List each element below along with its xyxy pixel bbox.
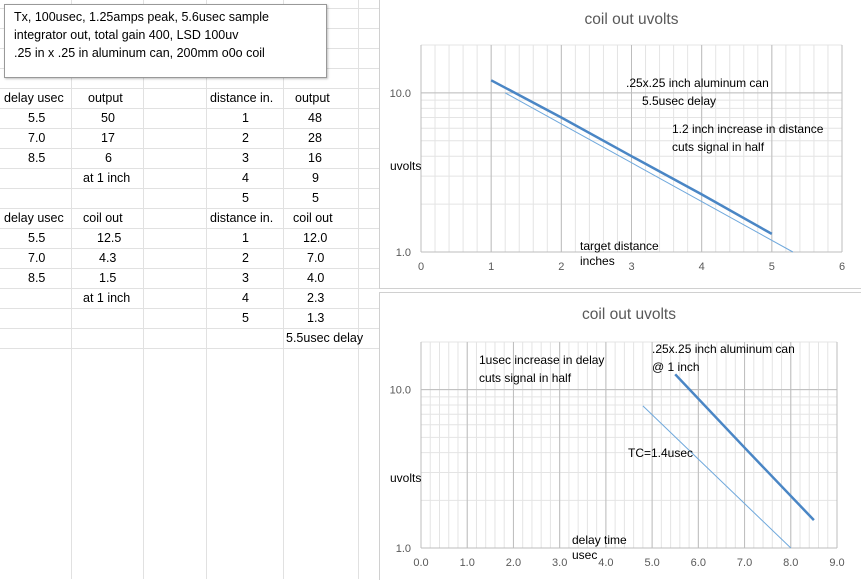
x-tick-label: 8.0 (783, 557, 798, 569)
annotation-text: .25x.25 inch aluminum can 5.5usec delay (626, 76, 769, 108)
cell-output[interactable]: 6 (105, 151, 112, 165)
header-coil-out[interactable]: coil out (83, 211, 123, 225)
x-axis-label: delay time usec (572, 533, 627, 562)
x-axis-label: target distance inches (580, 239, 659, 268)
annotation-text: 1usec increase in delay cuts signal in ha… (479, 353, 604, 385)
cell-distance[interactable]: 3 (242, 151, 249, 165)
cell-distance[interactable]: 5 (242, 311, 249, 325)
cell-coil-out[interactable]: 4.3 (99, 251, 117, 265)
cell-footnote[interactable]: at 1 inch (83, 171, 131, 185)
cell-output[interactable]: 48 (308, 111, 322, 125)
text-note-box[interactable]: Tx, 100usec, 1.25amps peak, 5.6usec samp… (4, 4, 327, 78)
x-tick-label: 2.0 (506, 557, 521, 569)
cell-distance[interactable]: 2 (242, 131, 249, 145)
x-tick-label: 9.0 (829, 557, 844, 569)
x-tick-label: 5 (769, 261, 775, 273)
cell-delay[interactable]: 7.0 (28, 251, 46, 265)
annotation-text: TC=1.4usec (628, 446, 693, 460)
cell-distance[interactable]: 1 (242, 111, 249, 125)
cell-output[interactable]: 9 (312, 171, 319, 185)
note-line-3: .25 in x .25 in aluminum can, 200mm o0o … (14, 46, 265, 60)
x-tick-label: 1 (488, 261, 494, 273)
chart-svg: coil out uvolts uvolts 0 1 2 3 4 5 6 10.0 1.0 targe… (390, 11, 845, 273)
x-tick-label: 4 (699, 261, 705, 273)
y-axis-label: uvolts (390, 159, 421, 173)
header-coil-out[interactable]: coil out (293, 211, 333, 225)
header-delay-usec[interactable]: delay usec (4, 91, 64, 105)
cell-distance[interactable]: 4 (242, 291, 249, 305)
cell-coil-out[interactable]: 12.0 (303, 231, 328, 245)
header-delay-usec[interactable]: delay usec (4, 211, 64, 225)
cell-output[interactable]: 28 (308, 131, 322, 145)
x-tick-label: 1.0 (460, 557, 475, 569)
y-tick-label: 10.0 (390, 385, 411, 397)
series-line-1 (674, 373, 815, 521)
x-tick-label: 2 (558, 261, 564, 273)
x-tick-label: 0 (418, 261, 424, 273)
x-tick-label: 6.0 (691, 557, 706, 569)
cell-distance[interactable]: 4 (242, 171, 249, 185)
cell-coil-out[interactable]: 4.0 (307, 271, 325, 285)
series-line-2 (642, 405, 792, 549)
header-output[interactable]: output (295, 91, 330, 105)
cell-coil-out[interactable]: 7.0 (307, 251, 325, 265)
cell-footnote[interactable]: 5.5usec delay (286, 331, 364, 345)
cell-distance[interactable]: 2 (242, 251, 249, 265)
cell-distance[interactable]: 5 (242, 191, 249, 205)
y-tick-label: 1.0 (396, 543, 411, 555)
cell-coil-out[interactable]: 12.5 (97, 231, 122, 245)
y-axis-label: uvolts (390, 471, 421, 485)
annotation-text: .25x.25 inch aluminum can @ 1 inch (652, 342, 795, 374)
x-tick-label: 7.0 (737, 557, 752, 569)
x-tick-label: 3.0 (552, 557, 567, 569)
header-distance-in[interactable]: distance in. (210, 211, 274, 225)
header-distance-in[interactable]: distance in. (210, 91, 274, 105)
cell-delay[interactable]: 8.5 (28, 151, 46, 165)
series-line-1 (490, 79, 773, 235)
cell-delay[interactable]: 7.0 (28, 131, 46, 145)
cell-coil-out[interactable]: 2.3 (307, 291, 325, 305)
x-tick-label: 6 (839, 261, 845, 273)
series-line-2 (504, 92, 794, 253)
cell-coil-out[interactable]: 1.3 (307, 311, 325, 325)
cell-output[interactable]: 50 (101, 111, 115, 125)
y-tick-label: 1.0 (396, 247, 411, 259)
y-tick-label: 10.0 (390, 88, 411, 100)
cell-delay[interactable]: 5.5 (28, 231, 46, 245)
chart-coil-out-vs-delay[interactable]: coil out uvolts uvolts 0.0 1.0 2.0 3.0 4.0 5.0 6… (379, 292, 861, 580)
x-tick-label: 5.0 (644, 557, 659, 569)
cell-output[interactable]: 17 (101, 131, 115, 145)
note-line-2: integrator out, total gain 400, LSD 100u… (14, 28, 239, 42)
chart-title: coil out uvolts (585, 11, 679, 28)
x-tick-label: 4.0 (598, 557, 613, 569)
cell-footnote[interactable]: at 1 inch (83, 291, 131, 305)
x-tick-label: 3 (628, 261, 634, 273)
x-tick-label: 0.0 (413, 557, 428, 569)
chart-title: coil out uvolts (582, 306, 676, 323)
cell-distance[interactable]: 3 (242, 271, 249, 285)
cell-output[interactable]: 5 (312, 191, 319, 205)
note-line-1: Tx, 100usec, 1.25amps peak, 5.6usec samp… (14, 10, 270, 24)
cell-delay[interactable]: 5.5 (28, 111, 46, 125)
cell-coil-out[interactable]: 1.5 (99, 271, 117, 285)
annotation-text: 1.2 inch increase in distance cuts signal… (672, 122, 824, 154)
cell-delay[interactable]: 8.5 (28, 271, 46, 285)
header-output[interactable]: output (88, 91, 123, 105)
chart-coil-out-vs-distance[interactable]: coil out uvolts uvolts 0 1 2 3 4 5 6 10.0 1.0 targe… (379, 0, 861, 289)
cell-output[interactable]: 16 (308, 151, 322, 165)
cell-distance[interactable]: 1 (242, 231, 249, 245)
